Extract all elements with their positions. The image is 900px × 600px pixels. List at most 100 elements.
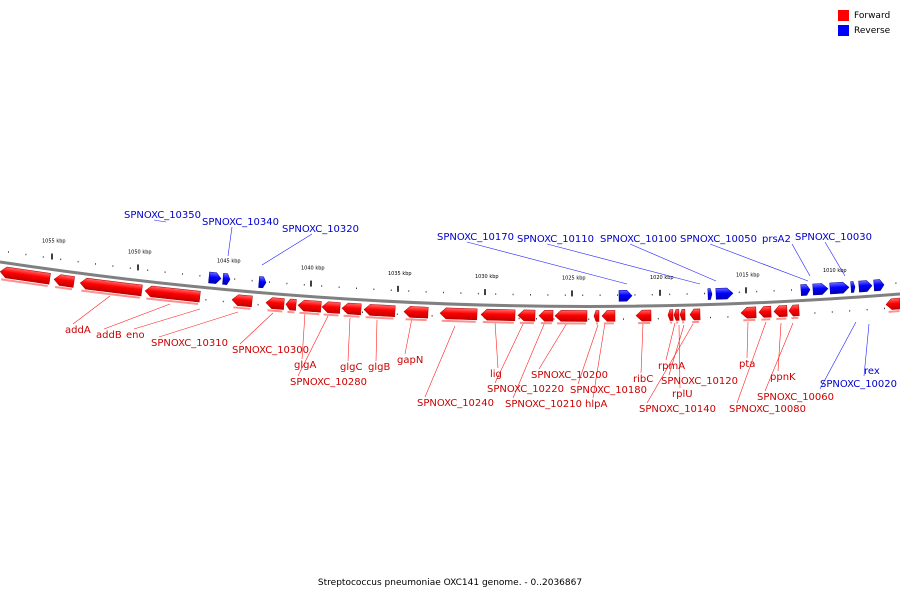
scale-tick-minor <box>77 260 79 263</box>
forward-gene-label[interactable]: lig <box>490 369 502 380</box>
gene-arrow-r3[interactable] <box>618 290 633 302</box>
reverse-gene-label[interactable]: SPNOXC_10320 <box>282 224 359 235</box>
gene-arrow-f16[interactable] <box>554 310 588 322</box>
forward-gene-label[interactable]: rplU <box>672 389 693 400</box>
gene-arrow-f10[interactable] <box>363 304 396 317</box>
gene-arrow-f6[interactable] <box>285 298 297 311</box>
gene-shadow <box>365 316 394 320</box>
scale-tick-minor <box>234 278 236 280</box>
forward-gene-label[interactable]: glgA <box>294 360 316 371</box>
forward-gene-label[interactable]: addB <box>96 330 122 341</box>
gene-arrow-f17[interactable] <box>593 310 600 322</box>
forward-gene-label[interactable]: SPNOXC_10180 <box>570 385 647 396</box>
gene-shadow <box>540 322 552 325</box>
gene-arrow-r7[interactable] <box>812 283 829 296</box>
forward-gene-label[interactable]: SPNOXC_10220 <box>487 384 564 395</box>
gene-arrow-f27[interactable] <box>788 304 800 317</box>
forward-gene-label[interactable]: gapN <box>397 355 423 366</box>
reverse-gene-label[interactable]: SPNOXC_10170 <box>437 232 514 243</box>
gene-arrow-r8[interactable] <box>829 281 850 295</box>
reverse-gene-label[interactable]: SPNOXC_10110 <box>517 234 594 245</box>
forward-gene-label[interactable]: glgC <box>340 362 362 373</box>
forward-gene-label[interactable]: eno <box>126 330 145 341</box>
forward-gene-label[interactable]: SPNOXC_10240 <box>417 398 494 409</box>
scale-tick-minor <box>866 308 868 311</box>
forward-gene-label[interactable]: glgB <box>368 362 390 373</box>
forward-gene-label[interactable]: SPNOXC_10120 <box>661 376 738 387</box>
gene-arrow-f24[interactable] <box>740 306 757 319</box>
gene-shadow <box>519 321 534 325</box>
gene-shadow <box>604 322 615 325</box>
gene-arrow-r9[interactable] <box>850 281 856 293</box>
gene-arrow-f14[interactable] <box>517 309 536 322</box>
gene-arrow-f8[interactable] <box>321 301 341 314</box>
scale-tick-minor <box>791 289 792 291</box>
scale-tick-minor <box>536 318 537 320</box>
forward-gene-label[interactable]: SPNOXC_10310 <box>151 338 228 349</box>
gene-arrow-r2[interactable] <box>258 276 267 289</box>
forward-gene-label[interactable]: SPNOXC_10060 <box>757 392 834 403</box>
gene-arrow-r1[interactable] <box>222 273 231 285</box>
gene-shadow <box>761 318 771 321</box>
gene-arrow-f3[interactable] <box>144 285 201 303</box>
reverse-gene-label[interactable]: rex <box>864 366 880 377</box>
forward-gene-label[interactable]: SPNOXC_10200 <box>531 370 608 381</box>
gene-shadow <box>676 321 679 324</box>
forward-gene-label[interactable]: rpmA <box>658 361 685 372</box>
gene-arrow-r5[interactable] <box>715 287 734 300</box>
gene-arrow-f9[interactable] <box>341 302 362 316</box>
scale-tick-minor <box>129 267 131 269</box>
gene-arrow-f23[interactable] <box>689 308 701 321</box>
gene-arrow-f2[interactable] <box>79 277 143 297</box>
forward-gene-label[interactable]: ppnK <box>770 372 796 383</box>
forward-gene-label[interactable]: SPNOXC_10280 <box>290 377 367 388</box>
gene-arrow-f25[interactable] <box>758 305 772 318</box>
scale-tick-minor <box>512 293 514 296</box>
scale-tick-minor <box>773 290 775 292</box>
gene-arrow-r11[interactable] <box>873 279 885 292</box>
gene-arrow-f26[interactable] <box>773 305 788 318</box>
reverse-gene-label[interactable]: SPNOXC_10030 <box>795 232 872 243</box>
reverse-gene-label[interactable]: SPNOXC_10340 <box>202 217 279 228</box>
reverse-gene-label[interactable]: SPNOXC_10350 <box>124 210 201 221</box>
forward-gene-label[interactable]: pta <box>739 359 755 370</box>
gene-arrow-f21[interactable] <box>673 309 680 321</box>
gene-arrow-f28[interactable] <box>885 297 900 310</box>
reverse-gene-label[interactable]: SPNOXC_10100 <box>600 234 677 245</box>
reverse-gene-label[interactable]: SPNOXC_10050 <box>680 234 757 245</box>
gene-arrow-f0[interactable] <box>0 266 51 285</box>
scale-tick-minor <box>460 292 462 294</box>
forward-gene-label[interactable]: SPNOXC_10080 <box>729 404 806 415</box>
scale-tick-minor <box>686 293 688 295</box>
forward-gene-label[interactable]: SPNOXC_10140 <box>639 404 716 415</box>
scale-tick-label: 1010 kbp <box>823 268 847 274</box>
gene-arrow-f13[interactable] <box>480 308 516 322</box>
gene-arrow-f18[interactable] <box>601 310 616 322</box>
gene-arrow-f1[interactable] <box>53 274 75 288</box>
gene-arrow-r0[interactable] <box>208 271 222 284</box>
scale-tick-label: 1020 kbp <box>650 275 674 281</box>
gene-arrow-r10[interactable] <box>858 280 873 293</box>
gene-arrow-f5[interactable] <box>265 297 285 310</box>
gene-arrow-f22[interactable] <box>679 309 686 321</box>
forward-gene-label[interactable]: SPNOXC_10210 <box>505 399 582 410</box>
gene-arrow-r4[interactable] <box>707 288 713 300</box>
reverse-gene-label[interactable]: prsA2 <box>762 234 791 245</box>
connector-reverse <box>791 243 811 277</box>
connector-reverse <box>863 323 870 377</box>
gene-arrow-r6[interactable] <box>800 284 811 296</box>
forward-gene-label[interactable]: hlpA <box>585 399 607 410</box>
forward-gene-label[interactable]: SPNOXC_10300 <box>232 345 309 356</box>
gene-shadow <box>81 289 140 299</box>
gene-arrow-f20[interactable] <box>667 309 674 321</box>
gene-arrow-f15[interactable] <box>538 309 554 322</box>
gene-arrow-f11[interactable] <box>403 306 429 319</box>
forward-gene-label[interactable]: addA <box>65 325 91 336</box>
gene-arrow-f19[interactable] <box>635 309 652 322</box>
reverse-gene-label[interactable]: SPNOXC_10020 <box>820 379 897 390</box>
scale-tick-minor <box>8 251 9 253</box>
gene-arrow-f7[interactable] <box>297 299 322 313</box>
forward-gene-label[interactable]: ribC <box>633 374 653 385</box>
gene-arrow-f4[interactable] <box>231 294 253 308</box>
gene-arrow-f12[interactable] <box>439 307 478 321</box>
